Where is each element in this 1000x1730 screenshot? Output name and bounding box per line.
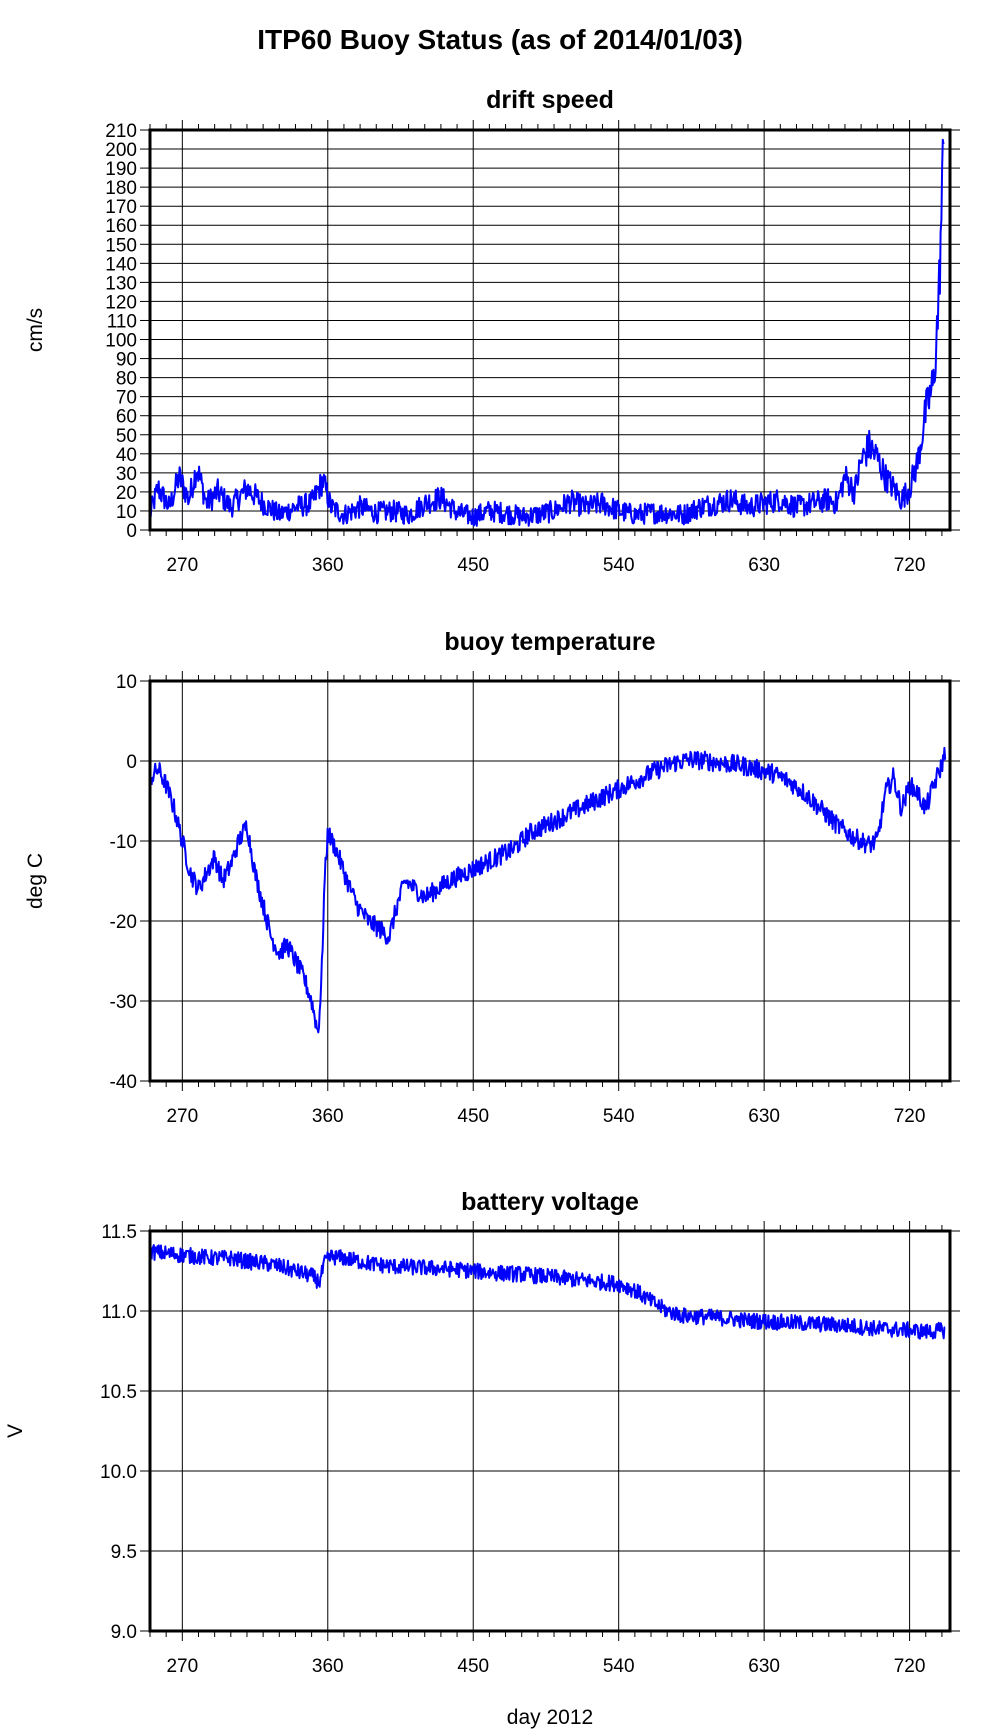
drift-speed-ytick-label: 10 xyxy=(116,502,137,523)
drift-speed-ytick-label: 70 xyxy=(116,388,137,409)
panel-buoy-temperature: buoy temperature 270 360 450 540 630 720 -40 -30… xyxy=(24,628,960,1127)
drift-speed-xtick-label: 720 xyxy=(894,555,926,576)
battery-voltage-xtick-label: 360 xyxy=(312,1656,344,1677)
buoy-temperature-title: buoy temperature xyxy=(444,628,655,656)
buoy-temperature-xtick-label: 630 xyxy=(748,1106,780,1127)
panel-battery-voltage: battery voltage 270 360 450 540 630 720 9.0 9.5 1… xyxy=(4,1188,960,1729)
battery-voltage-xlabel: day 2012 xyxy=(507,1706,593,1729)
drift-speed-ytick-label: 30 xyxy=(116,464,137,485)
drift-speed-ytick-label: 40 xyxy=(116,445,137,466)
buoy-temperature-ytick-label: -30 xyxy=(110,992,137,1013)
drift-speed-ytick-label: 120 xyxy=(105,292,137,313)
buoy-temperature-ytick-label: -20 xyxy=(110,912,137,933)
buoy-temperature-series-line xyxy=(150,746,947,1034)
battery-voltage-ytick-label: 11.5 xyxy=(101,1222,137,1243)
drift-speed-ytick-label: 80 xyxy=(116,369,137,390)
battery-voltage-xtick-label: 540 xyxy=(603,1656,635,1677)
buoy-temperature-ylabel: deg C xyxy=(24,853,47,909)
buoy-temperature-xtick-label: 720 xyxy=(894,1106,926,1127)
drift-speed-xtick-label: 630 xyxy=(748,555,780,576)
buoy-temperature-xtick-label: 270 xyxy=(166,1106,198,1127)
main-title: ITP60 Buoy Status (as of 2014/01/03) xyxy=(257,24,743,55)
buoy-temperature-ytick-label: -10 xyxy=(110,832,137,853)
battery-voltage-ytick-label: 10.5 xyxy=(100,1382,137,1403)
drift-speed-ytick-label: 110 xyxy=(107,311,137,332)
buoy-temperature-xtick-label: 450 xyxy=(457,1106,489,1127)
battery-voltage-xtick-label: 630 xyxy=(748,1656,780,1677)
buoy-temperature-ytick-label: -40 xyxy=(110,1072,137,1093)
drift-speed-xtick-label: 270 xyxy=(166,555,198,576)
drift-speed-ytick-label: 210 xyxy=(105,121,137,142)
drift-speed-ytick-label: 100 xyxy=(105,331,137,352)
buoy-temperature-frame xyxy=(148,679,952,1083)
buoy-temperature-ytick-label: 0 xyxy=(126,752,137,773)
drift-speed-ytick-label: 130 xyxy=(105,273,137,294)
panel-drift-speed: drift speed 270 360 450 540 630 720 01020304050… xyxy=(24,86,960,576)
buoy-temperature-xtick-label: 540 xyxy=(603,1106,635,1127)
battery-voltage-ylabel: V xyxy=(4,1424,27,1438)
drift-speed-ytick-label: 150 xyxy=(105,235,137,256)
buoy-temperature-xtick-label: 360 xyxy=(312,1106,344,1127)
battery-voltage-xtick-label: 270 xyxy=(166,1656,198,1677)
drift-speed-ylabel: cm/s xyxy=(24,308,47,352)
drift-speed-ytick-label: 190 xyxy=(105,159,137,180)
battery-voltage-ytick-label: 10.0 xyxy=(100,1462,137,1483)
battery-voltage-xtick-label: 720 xyxy=(894,1656,926,1677)
drift-speed-ytick-label: 20 xyxy=(116,483,137,504)
drift-speed-ytick-label: 60 xyxy=(116,407,137,428)
drift-speed-ytick-label: 0 xyxy=(126,521,137,542)
drift-speed-xtick-label: 450 xyxy=(457,555,489,576)
battery-voltage-frame xyxy=(148,1229,952,1633)
drift-speed-title: drift speed xyxy=(486,86,614,114)
battery-voltage-ytick-label: 9.5 xyxy=(111,1542,137,1563)
drift-speed-ytick-label: 140 xyxy=(105,254,137,275)
buoy-temperature-ytick-label: 10 xyxy=(116,672,137,693)
battery-voltage-ytick-label: 9.0 xyxy=(111,1622,137,1643)
battery-voltage-ytick-label: 11.0 xyxy=(101,1302,137,1323)
battery-voltage-series-line xyxy=(150,1244,946,1340)
drift-speed-ytick-label: 50 xyxy=(116,426,137,447)
battery-voltage-title: battery voltage xyxy=(461,1188,639,1216)
drift-speed-ytick-label: 200 xyxy=(105,140,137,161)
battery-voltage-xtick-label: 450 xyxy=(457,1656,489,1677)
drift-speed-xtick-label: 540 xyxy=(603,555,635,576)
drift-speed-ytick-label: 90 xyxy=(116,350,137,371)
drift-speed-frame xyxy=(148,128,952,532)
drift-speed-xtick-label: 360 xyxy=(312,555,344,576)
drift-speed-ytick-label: 170 xyxy=(105,197,137,218)
drift-speed-ytick-label: 180 xyxy=(105,178,137,199)
drift-speed-ytick-label: 160 xyxy=(105,216,137,237)
drift-speed-series-line xyxy=(149,138,945,527)
